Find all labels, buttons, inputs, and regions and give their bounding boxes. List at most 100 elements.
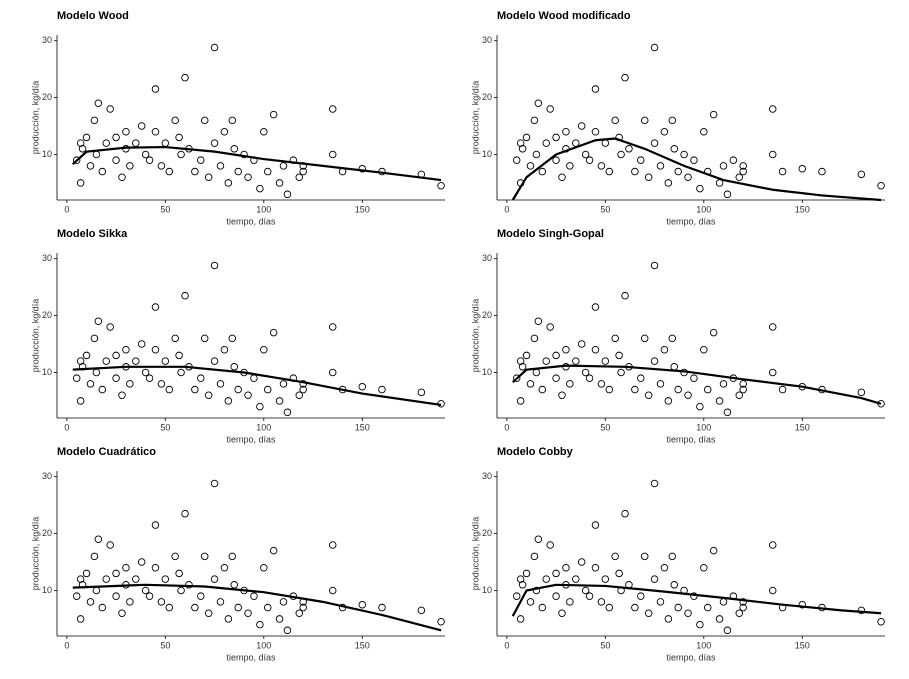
data-point	[577, 340, 586, 348]
data-point	[723, 626, 732, 635]
data-point	[562, 345, 570, 354]
data-point	[244, 173, 252, 181]
data-point	[279, 380, 288, 388]
y-axis-label: producción, kg/día	[30, 517, 40, 591]
data-point	[577, 122, 586, 130]
data-point	[715, 397, 724, 405]
data-point	[151, 345, 160, 354]
data-point	[700, 127, 708, 136]
data-point	[92, 368, 101, 377]
data-point	[558, 173, 566, 181]
data-point	[739, 167, 747, 176]
data-point	[798, 164, 807, 173]
data-point	[522, 133, 531, 142]
y-axis-label: producción, kg/día	[30, 299, 40, 373]
data-point	[141, 368, 150, 377]
data-point	[378, 385, 386, 394]
data-point	[210, 357, 219, 365]
data-point	[605, 385, 614, 394]
data-point	[668, 552, 677, 561]
data-point	[165, 385, 174, 394]
data-point	[696, 184, 704, 193]
data-point	[256, 620, 264, 629]
data-point	[260, 345, 268, 354]
data-point	[145, 156, 154, 164]
data-point	[328, 586, 337, 595]
y-axis-label: producción, kg/día	[470, 517, 480, 591]
data-point	[299, 167, 307, 176]
data-point	[621, 509, 629, 518]
y-axis-label: producción, kg/día	[30, 81, 40, 155]
x-tick-label: 50	[600, 204, 610, 214]
fitted-curve	[72, 365, 442, 407]
data-point	[562, 563, 570, 572]
data-point	[230, 581, 239, 589]
data-point	[640, 116, 649, 125]
data-point	[625, 145, 633, 153]
data-point	[102, 139, 110, 147]
x-tick-label: 50	[600, 640, 610, 650]
data-point	[719, 598, 728, 606]
data-point	[577, 558, 586, 566]
data-point	[631, 603, 639, 612]
y-tick-label: 30	[482, 35, 492, 45]
x-tick-label: 50	[600, 422, 610, 432]
data-point	[177, 150, 185, 159]
data-point	[76, 397, 85, 405]
data-point	[650, 479, 659, 488]
x-tick-label: 100	[256, 422, 271, 432]
data-point	[631, 385, 639, 394]
data-point	[204, 173, 213, 181]
data-point	[690, 156, 698, 164]
data-point	[542, 357, 550, 365]
data-point	[177, 586, 185, 595]
data-point	[522, 569, 531, 578]
data-point	[601, 575, 610, 583]
data-point	[656, 380, 665, 388]
data-point	[518, 145, 527, 153]
data-point	[611, 116, 619, 125]
data-point	[735, 391, 744, 399]
data-point	[538, 603, 547, 612]
data-point	[581, 150, 590, 159]
data-point	[328, 150, 337, 159]
data-point	[768, 105, 777, 113]
data-point	[82, 351, 91, 360]
x-tick-label: 0	[504, 640, 509, 650]
data-point	[719, 162, 728, 170]
data-point	[234, 167, 242, 176]
data-point	[220, 563, 229, 572]
data-point	[378, 603, 386, 612]
data-point	[94, 317, 103, 326]
data-point	[674, 167, 682, 176]
data-point	[78, 145, 87, 153]
data-point	[102, 357, 110, 365]
x-tick-label: 150	[795, 422, 810, 432]
fitted-curve	[512, 364, 882, 405]
data-point	[92, 150, 101, 159]
data-point	[572, 575, 580, 583]
data-point	[175, 133, 183, 142]
data-point	[522, 351, 531, 360]
x-tick-label: 0	[64, 204, 69, 214]
data-point	[260, 563, 268, 572]
x-tick-label: 0	[504, 204, 509, 214]
data-point	[739, 385, 747, 394]
y-tick-label: 30	[482, 253, 492, 263]
data-point	[118, 391, 126, 399]
data-point	[566, 598, 574, 606]
data-point	[546, 105, 554, 113]
data-point	[640, 552, 649, 561]
data-point	[680, 150, 688, 159]
data-point	[165, 167, 174, 176]
data-point	[581, 586, 590, 595]
data-point	[220, 127, 229, 136]
data-point	[90, 334, 99, 343]
x-tick-label: 50	[160, 422, 170, 432]
panel-title: Modelo Cuadrático	[57, 446, 156, 458]
data-point	[151, 303, 160, 311]
data-point	[90, 116, 99, 125]
data-point	[650, 357, 659, 365]
data-point	[684, 391, 692, 399]
data-point	[256, 184, 264, 193]
